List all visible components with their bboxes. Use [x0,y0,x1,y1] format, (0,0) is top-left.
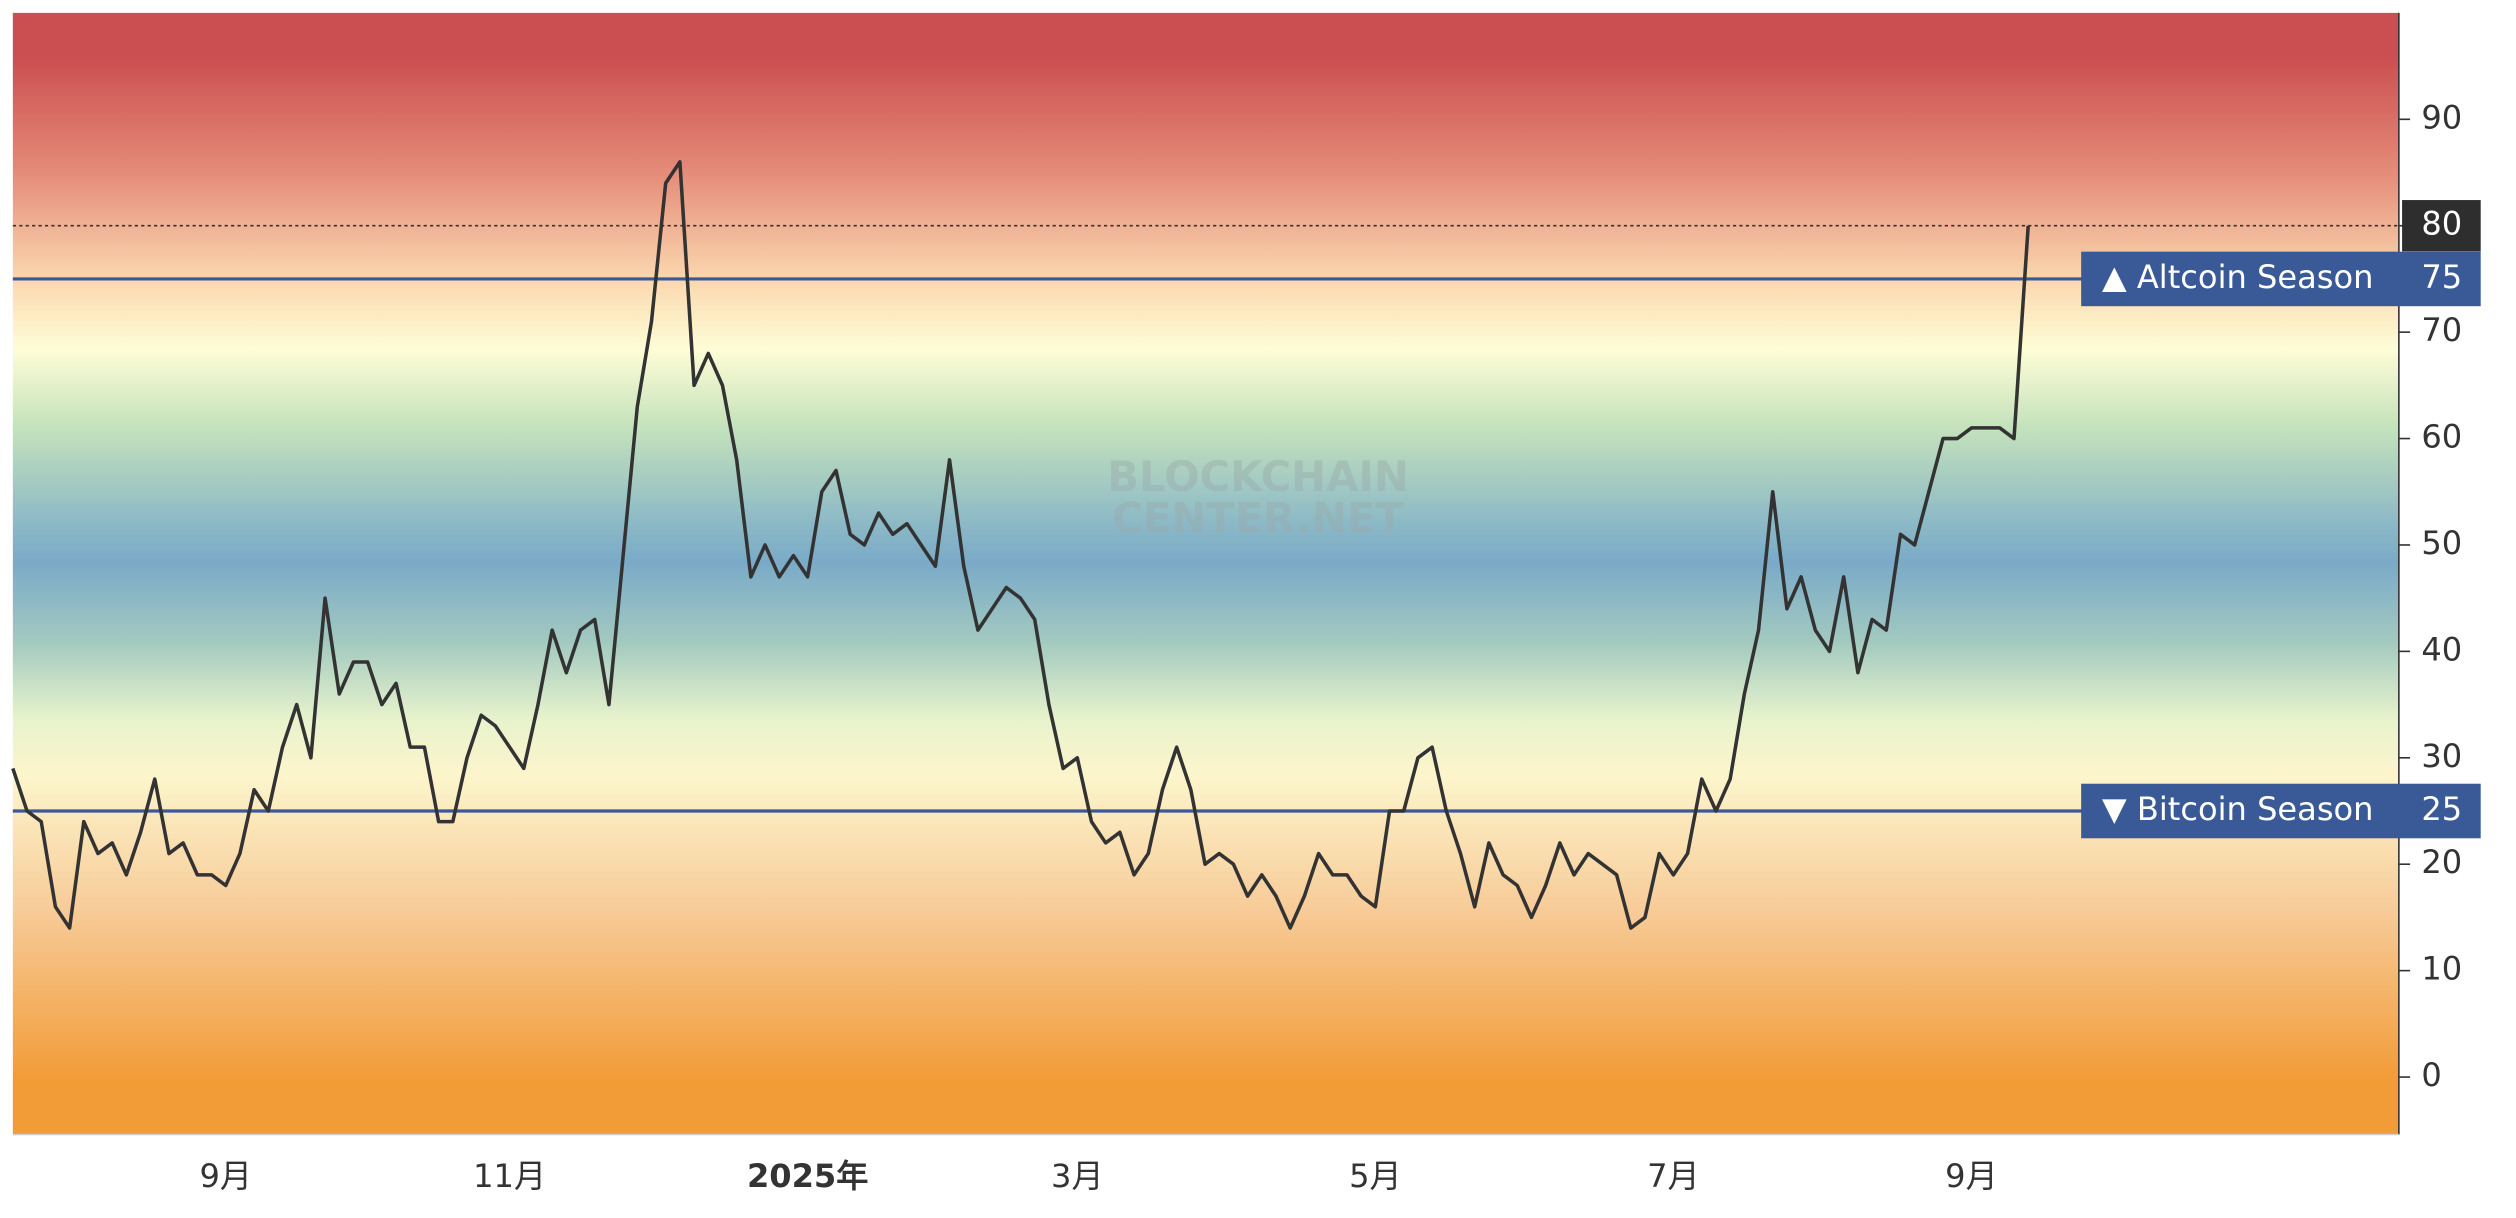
threshold-label: ▼ Bitcoin Season [2102,790,2374,828]
y-tick-label: 20 [2421,843,2462,881]
y-tick-label: 0 [2421,1056,2441,1094]
y-tick-label: 50 [2421,524,2462,562]
y-tick-label: 10 [2421,950,2462,988]
x-tick-label: 11月 [473,1157,546,1195]
y-tick-label: 30 [2421,737,2462,775]
threshold-label-box [2081,783,2481,839]
threshold-label-box [2081,251,2481,307]
x-tick-label: 3月 [1051,1157,1104,1195]
x-tick-label: 9月 [199,1157,252,1195]
y-tick-label: 90 [2421,98,2462,136]
series-line [11,160,2030,930]
x-tick-label: 7月 [1647,1157,1700,1195]
x-tick-label: 5月 [1349,1157,1402,1195]
y-tick-label: 60 [2421,418,2462,456]
last-value-label: 80 [2421,205,2462,243]
y-tick-label: 40 [2421,630,2462,668]
x-tick-label: 9月 [1945,1157,1998,1195]
threshold-value: 75 [2421,258,2462,296]
watermark: CENTER.NET [1112,494,1404,543]
plot-background [12,12,2399,1135]
last-value-box [2402,200,2481,252]
threshold-label: ▲ Altcoin Season [2102,258,2373,296]
threshold-value: 25 [2421,790,2462,828]
y-tick-label: 70 [2421,311,2462,349]
x-tick-label: 2025年 [747,1157,868,1195]
watermark: BLOCKCHAIN [1107,452,1409,501]
